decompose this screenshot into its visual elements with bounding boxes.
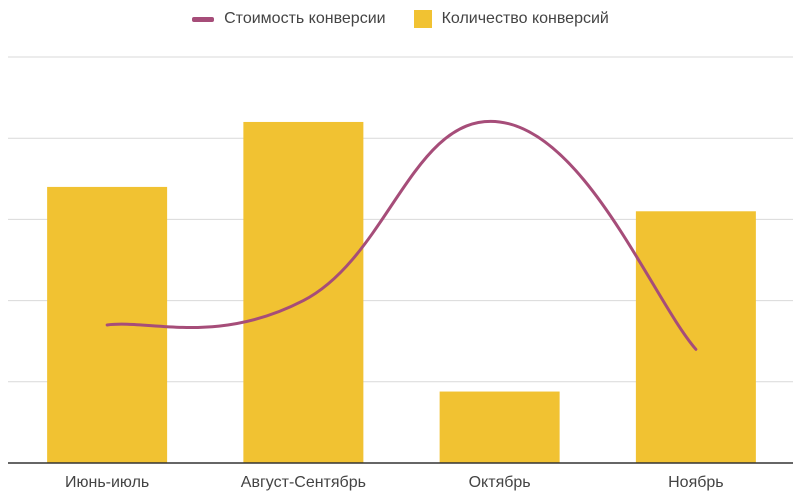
x-tick-label: Июнь-июль	[65, 474, 149, 491]
legend-label-cost: Стоимость конверсии	[224, 10, 386, 27]
legend: Стоимость конверсии Количество конверсий	[0, 8, 801, 30]
legend-item-cost[interactable]: Стоимость конверсии	[192, 10, 386, 28]
legend-label-count: Количество конверсий	[441, 10, 609, 27]
legend-bar-swatch	[413, 10, 432, 28]
line-cost[interactable]	[105, 120, 698, 351]
x-tick-label: Ноябрь	[668, 474, 724, 491]
bars	[47, 121, 756, 464]
bar[interactable]	[439, 391, 560, 463]
line-series	[105, 120, 698, 351]
x-tick-label: Октябрь	[469, 474, 531, 491]
bar[interactable]	[635, 211, 756, 463]
bar[interactable]	[243, 121, 364, 464]
x-axis: Июнь-июль Август-Сентябрь Октябрь Ноябрь	[8, 462, 793, 491]
legend-line-swatch	[192, 16, 215, 22]
legend-item-count[interactable]: Количество конверсий	[413, 10, 609, 28]
x-tick-label: Август-Сентябрь	[241, 474, 366, 491]
